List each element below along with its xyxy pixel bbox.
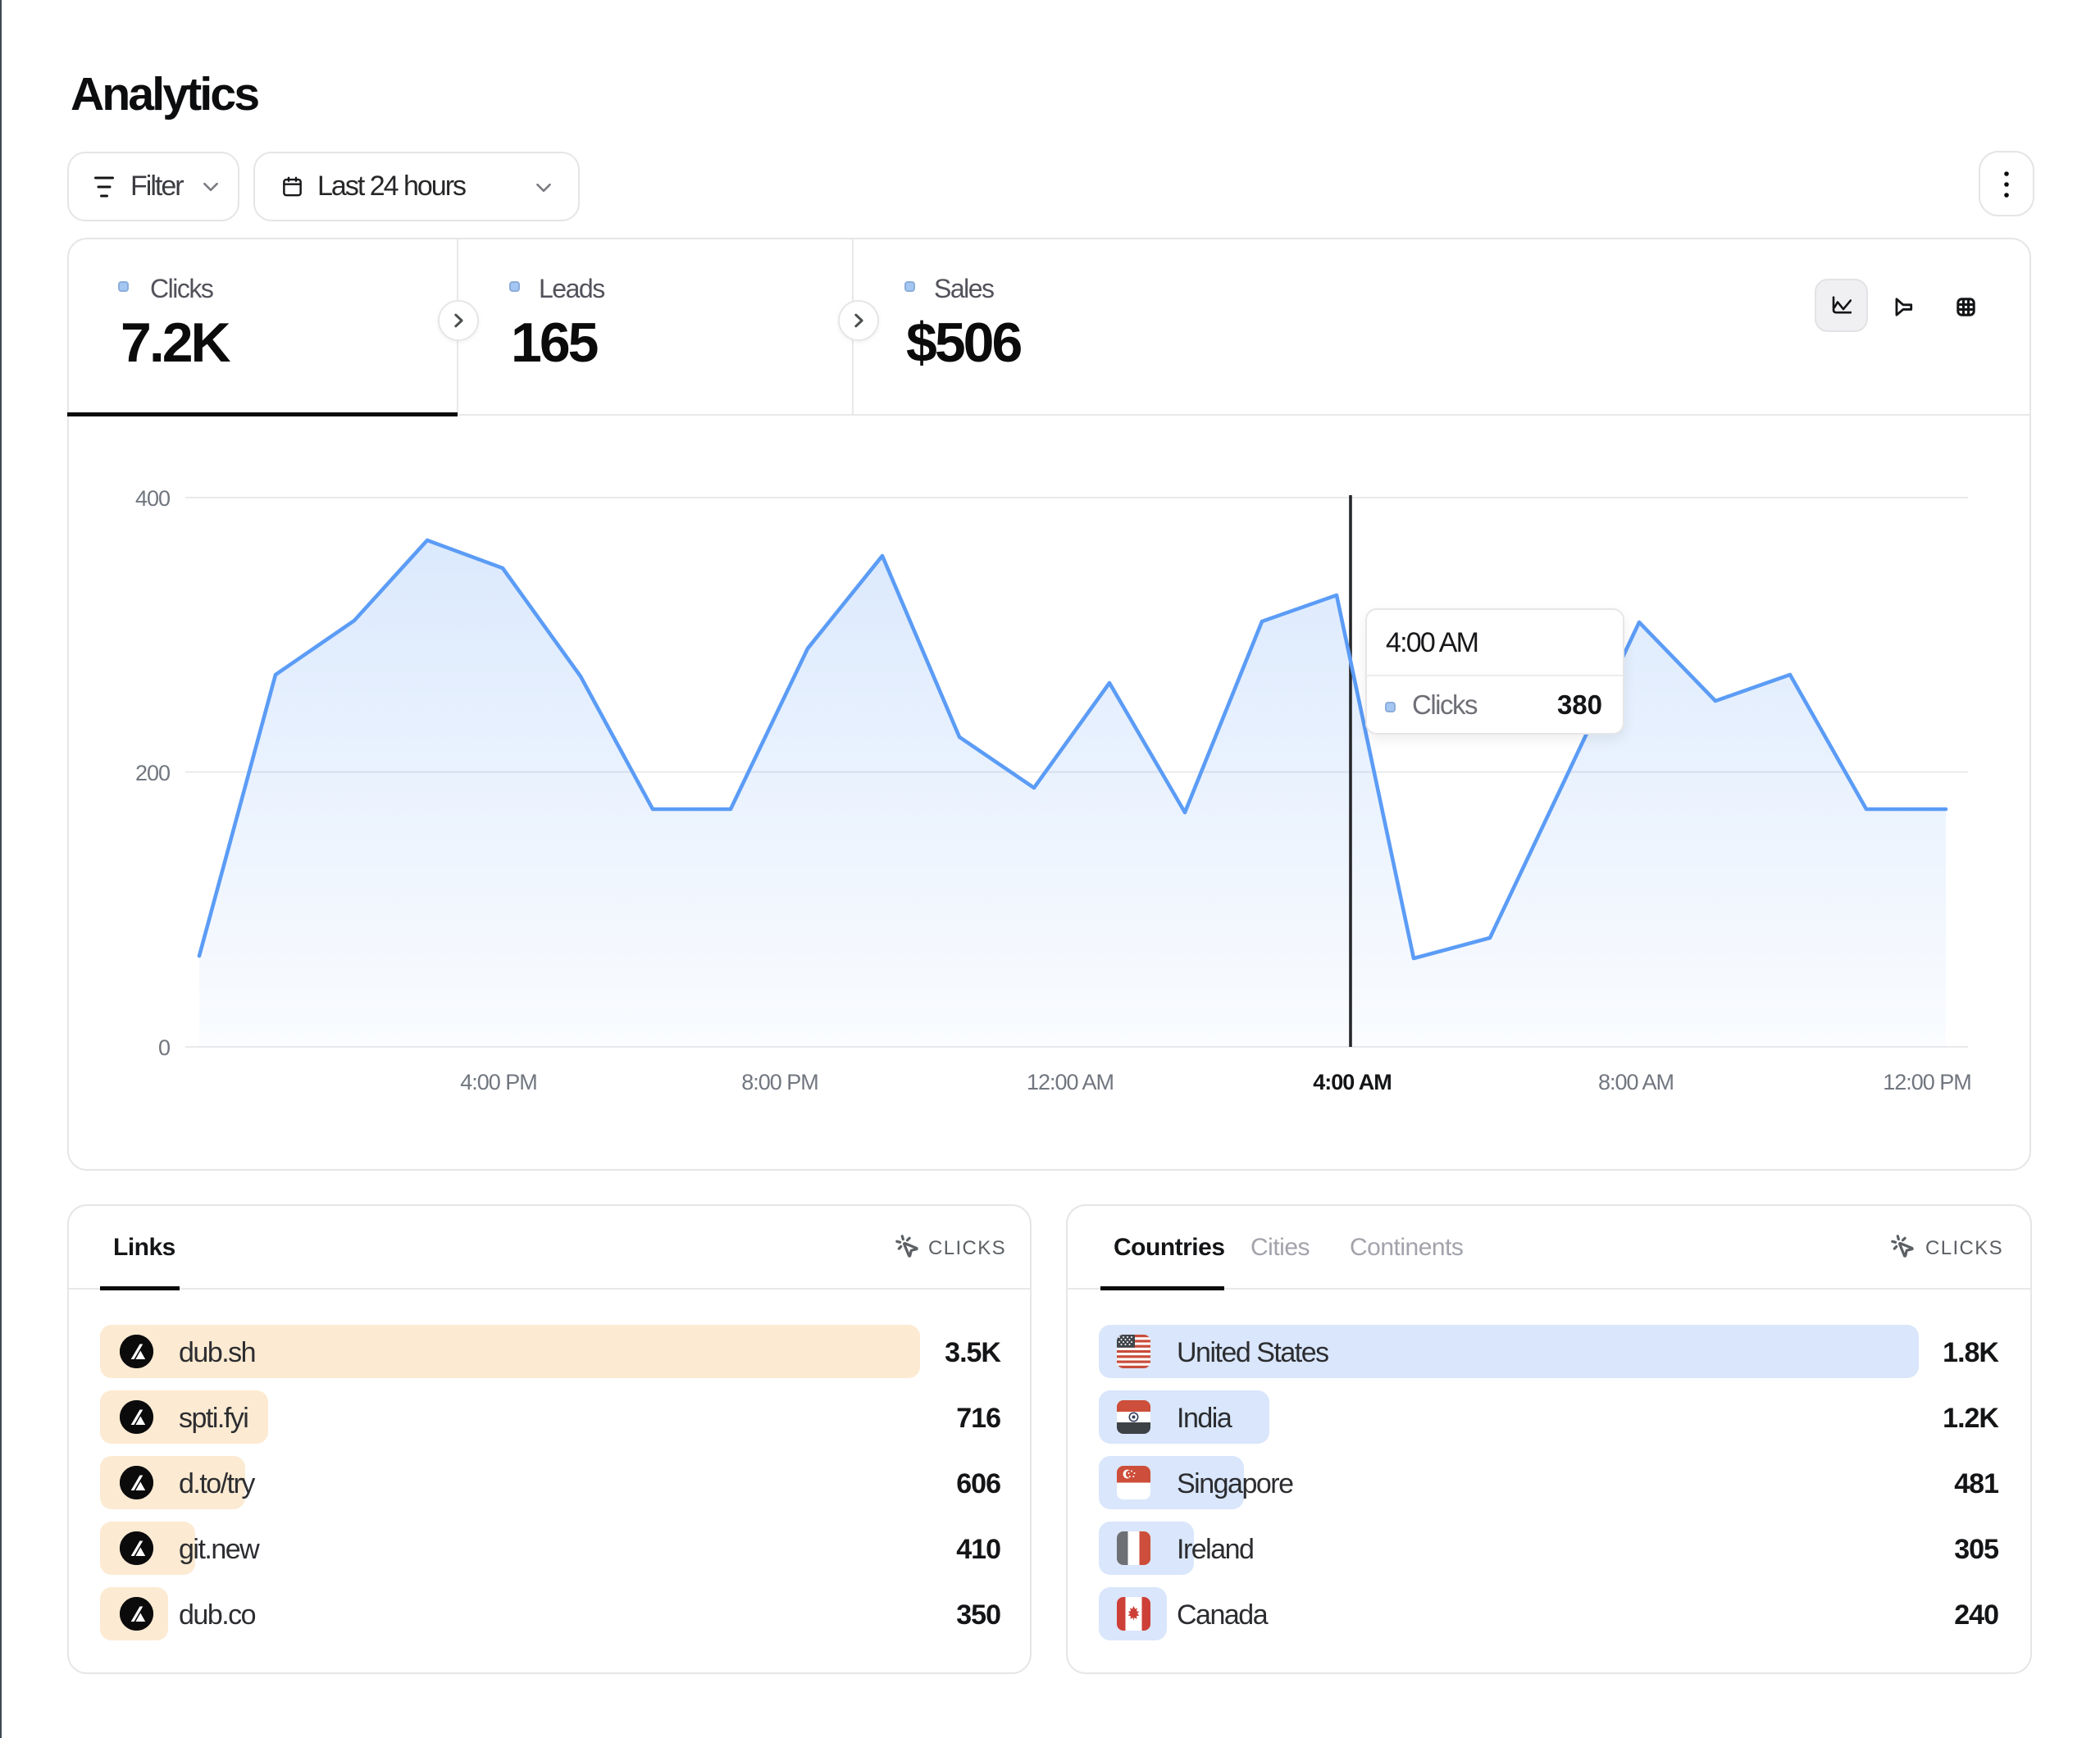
svg-text:12:00 AM: 12:00 AM bbox=[1027, 1070, 1114, 1094]
svg-text:200: 200 bbox=[135, 761, 170, 785]
svg-text:4:00 PM: 4:00 PM bbox=[460, 1070, 537, 1094]
svg-text:4:00 AM: 4:00 AM bbox=[1313, 1070, 1392, 1094]
svg-text:8:00 AM: 8:00 AM bbox=[1598, 1070, 1674, 1094]
svg-text:12:00 PM: 12:00 PM bbox=[1883, 1070, 1971, 1094]
svg-text:8:00 PM: 8:00 PM bbox=[741, 1070, 818, 1094]
svg-text:0: 0 bbox=[158, 1035, 170, 1060]
svg-text:400: 400 bbox=[135, 486, 170, 511]
